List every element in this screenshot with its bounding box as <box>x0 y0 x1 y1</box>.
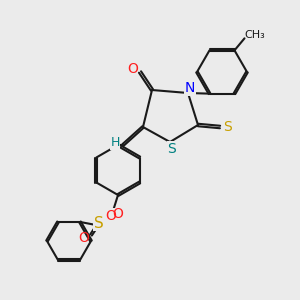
Text: H: H <box>110 136 120 149</box>
Text: O: O <box>106 209 116 223</box>
Text: O: O <box>128 62 138 76</box>
Text: CH₃: CH₃ <box>244 30 265 40</box>
Text: O: O <box>112 207 123 221</box>
Text: O: O <box>79 231 89 245</box>
Text: N: N <box>185 81 195 95</box>
Text: S: S <box>224 120 232 134</box>
Text: S: S <box>168 142 176 156</box>
Text: S: S <box>94 215 104 230</box>
